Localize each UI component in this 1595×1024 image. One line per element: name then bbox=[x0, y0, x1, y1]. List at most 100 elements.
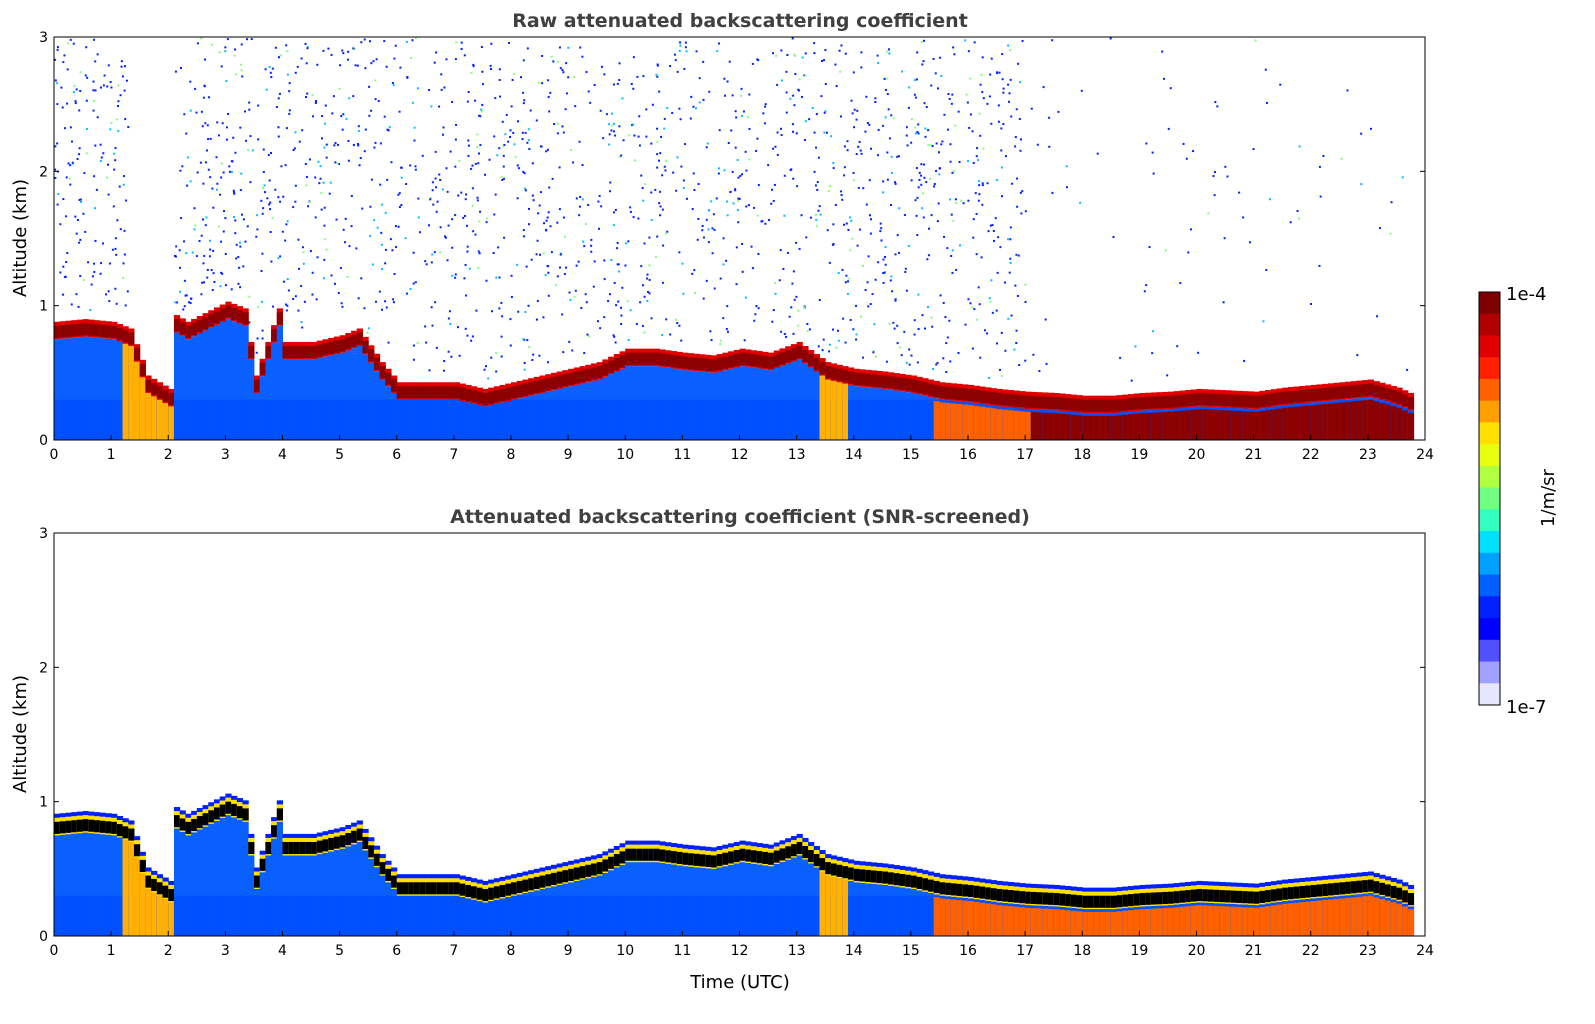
layer-top bbox=[311, 345, 318, 359]
strong-backscatter bbox=[950, 899, 958, 936]
noise-speck bbox=[242, 218, 245, 221]
strong-backscatter bbox=[1030, 412, 1038, 440]
noise-speck bbox=[235, 73, 238, 76]
strong-backscatter bbox=[1385, 404, 1392, 440]
noise-speck bbox=[509, 344, 512, 347]
noise-speck bbox=[943, 235, 946, 238]
noise-speck bbox=[361, 207, 364, 210]
noise-speck bbox=[412, 358, 415, 361]
colorbar-max-label: 1e-4 bbox=[1506, 284, 1546, 305]
noise-speck bbox=[650, 219, 653, 222]
x-tick-label: 6 bbox=[392, 447, 401, 463]
layer-edge-blue bbox=[728, 843, 735, 848]
noise-speck bbox=[271, 67, 274, 70]
layer-top bbox=[945, 386, 952, 399]
strong-backscatter bbox=[1396, 903, 1403, 936]
noise-speck bbox=[1216, 105, 1219, 108]
layer-top bbox=[1030, 395, 1038, 409]
noise-speck bbox=[691, 272, 694, 275]
noise-speck bbox=[982, 147, 985, 150]
layer-top bbox=[396, 386, 403, 399]
layer-top bbox=[1402, 394, 1409, 407]
noise-speck bbox=[1356, 354, 1359, 357]
noise-speck bbox=[467, 154, 470, 157]
colorbar-segment bbox=[1479, 465, 1500, 489]
noise-speck bbox=[560, 252, 563, 255]
aerosol-column-low bbox=[710, 895, 718, 936]
noise-speck bbox=[780, 49, 783, 52]
noise-speck bbox=[629, 210, 632, 213]
plot-title: Attenuated backscattering coefficient (S… bbox=[450, 506, 1030, 528]
noise-speck bbox=[327, 47, 330, 50]
layer-edge-blue bbox=[1019, 883, 1026, 888]
aerosol-column bbox=[219, 321, 226, 440]
noise-speck bbox=[706, 142, 709, 145]
noise-speck bbox=[505, 113, 508, 116]
noise-speck bbox=[1207, 212, 1210, 215]
noise-speck bbox=[215, 156, 218, 159]
noise-speck bbox=[793, 298, 796, 301]
aerosol-column-low bbox=[733, 399, 740, 440]
aerosol-column-low bbox=[608, 399, 615, 440]
noise-speck bbox=[921, 314, 924, 317]
aerosol-column-low bbox=[528, 895, 535, 936]
layer-top bbox=[1345, 385, 1352, 398]
noise-speck bbox=[398, 110, 401, 113]
aerosol-column-low bbox=[573, 895, 581, 936]
noise-speck bbox=[300, 57, 303, 60]
aerosol-column-low bbox=[339, 399, 346, 440]
strong-backscatter bbox=[1316, 404, 1323, 440]
noise-speck bbox=[1032, 353, 1035, 356]
layer-edge-blue bbox=[499, 876, 506, 881]
layer-top bbox=[202, 317, 209, 330]
noise-speck bbox=[718, 167, 721, 170]
noise-speck bbox=[783, 332, 786, 335]
layer-top bbox=[1270, 889, 1277, 902]
strong-backscatter bbox=[830, 380, 838, 440]
aerosol-column-low bbox=[625, 399, 632, 440]
noise-speck bbox=[743, 339, 746, 342]
noise-speck bbox=[281, 230, 284, 233]
noise-speck bbox=[1318, 264, 1321, 267]
noise-speck bbox=[210, 43, 213, 46]
noise-speck bbox=[731, 94, 734, 97]
noise-speck bbox=[836, 329, 839, 332]
colorbar-segment bbox=[1479, 292, 1500, 315]
noise-speck bbox=[394, 225, 397, 228]
noise-speck bbox=[973, 308, 976, 311]
layer-top bbox=[488, 391, 495, 404]
strong-backscatter bbox=[1059, 413, 1066, 440]
noise-speck bbox=[1167, 127, 1170, 130]
strong-backscatter bbox=[1293, 406, 1300, 440]
noise-speck bbox=[392, 301, 395, 304]
noise-speck bbox=[1182, 142, 1185, 145]
noise-speck bbox=[779, 249, 782, 252]
noise-speck bbox=[736, 209, 739, 212]
noise-speck bbox=[54, 176, 57, 179]
noise-speck bbox=[397, 193, 400, 196]
noise-speck bbox=[286, 304, 289, 307]
layer-top bbox=[905, 874, 912, 887]
strong-backscatter bbox=[1099, 911, 1106, 936]
noise-speck bbox=[548, 110, 551, 113]
noise-speck bbox=[972, 236, 975, 239]
layer-top bbox=[613, 854, 621, 867]
noise-speck bbox=[851, 112, 854, 115]
noise-speck bbox=[232, 189, 235, 192]
noise-speck bbox=[785, 335, 788, 338]
noise-speck bbox=[1016, 294, 1019, 297]
aerosol-column-low bbox=[779, 399, 786, 440]
noise-speck bbox=[997, 236, 1000, 239]
noise-speck bbox=[997, 120, 1000, 123]
noise-speck bbox=[925, 181, 928, 184]
noise-speck bbox=[380, 243, 383, 246]
layer-top bbox=[1219, 394, 1226, 407]
noise-speck bbox=[120, 60, 123, 63]
noise-speck bbox=[715, 197, 718, 200]
noise-speck bbox=[228, 165, 231, 168]
noise-speck bbox=[780, 134, 783, 137]
noise-speck bbox=[536, 299, 539, 302]
noise-speck bbox=[1148, 246, 1151, 249]
layer-edge-blue bbox=[1036, 884, 1043, 889]
noise-speck bbox=[248, 321, 251, 324]
